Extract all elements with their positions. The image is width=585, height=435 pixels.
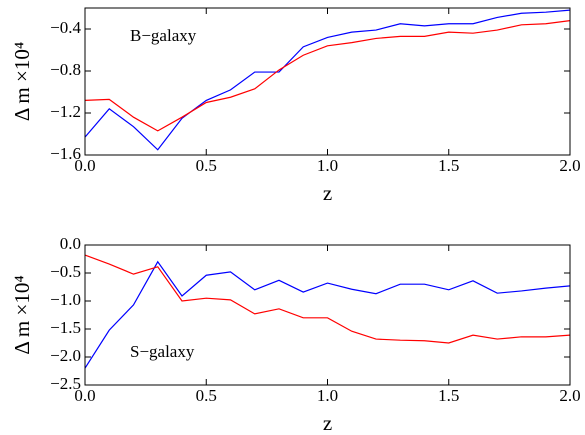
y-axis-label: Δ m ×10⁴	[10, 275, 34, 354]
data-line	[84, 254, 571, 344]
annotation: B−galaxy	[130, 26, 197, 45]
x-tick-label: 0.0	[74, 386, 95, 405]
x-axis-label: z	[323, 411, 332, 435]
y-tick-label: −1.5	[50, 318, 81, 337]
y-tick-label: −2.0	[50, 346, 81, 365]
y-tick-label: 0.0	[60, 234, 81, 253]
data-line	[84, 260, 571, 369]
x-tick-label: 2.0	[559, 156, 580, 175]
y-tick-label: −0.5	[50, 262, 81, 281]
y-axis-label: Δ m ×10⁴	[10, 42, 34, 121]
x-tick-label: 0.0	[74, 156, 95, 175]
y-tick-label: −1.6	[50, 144, 81, 163]
data-line	[84, 20, 571, 132]
y-tick-label: −0.4	[50, 18, 81, 37]
y-tick-label: −1.2	[50, 102, 81, 121]
axes-frame	[84, 244, 571, 386]
y-tick-label: −2.5	[50, 374, 81, 393]
x-tick-label: 1.5	[438, 386, 459, 405]
x-tick-label: 1.0	[317, 386, 338, 405]
y-tick-label: −0.8	[50, 60, 81, 79]
x-tick-label: 1.0	[317, 156, 338, 175]
x-tick-label: 0.5	[196, 156, 217, 175]
annotation: S−galaxy	[130, 342, 195, 361]
x-axis-label: z	[323, 181, 332, 205]
y-tick-label: −1.0	[50, 290, 81, 309]
x-tick-label: 1.5	[438, 156, 459, 175]
x-tick-label: 2.0	[559, 386, 580, 405]
data-line	[84, 9, 571, 151]
x-tick-label: 0.5	[196, 386, 217, 405]
